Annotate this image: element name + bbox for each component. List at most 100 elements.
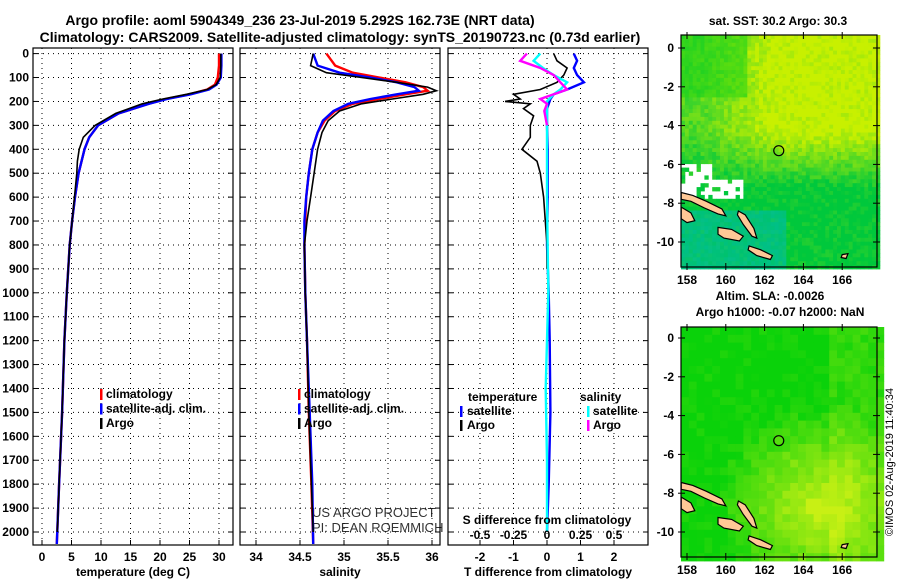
- map-cell: [739, 93, 744, 98]
- map-cell: [821, 483, 830, 492]
- map-cell: [833, 206, 838, 211]
- map-cell: [723, 167, 729, 172]
- map-cell: [762, 128, 768, 133]
- map-cell: [782, 253, 787, 258]
- map-cell: [790, 230, 795, 235]
- map-cell: [790, 128, 795, 133]
- map-cell: [786, 124, 791, 129]
- map-cell: [759, 46, 764, 51]
- map-cell: [735, 241, 740, 246]
- map-cell: [864, 171, 869, 176]
- map-cell: [739, 35, 744, 40]
- map-cell: [809, 206, 814, 211]
- map-cell: [868, 444, 877, 453]
- map-cell: [864, 113, 869, 118]
- map-cell: [833, 101, 838, 106]
- map-cell: [805, 148, 811, 153]
- map-cell: [684, 120, 690, 126]
- map-cell: [696, 89, 701, 94]
- map-cell: [868, 202, 873, 207]
- map-cell: [762, 194, 768, 200]
- x-axis-label: salinity: [319, 565, 361, 579]
- map-cell: [770, 54, 775, 59]
- map-cell: [770, 148, 775, 153]
- map-cell: [821, 155, 826, 161]
- map-cell: [688, 230, 694, 235]
- map-cell: [813, 93, 818, 98]
- map-cell: [766, 159, 772, 165]
- map-cell: [813, 155, 818, 161]
- x-tick-label: 30: [212, 550, 226, 564]
- map-cell: [759, 218, 764, 223]
- map-cell: [856, 191, 861, 196]
- map-cell: [840, 74, 846, 79]
- map-cell: [813, 249, 818, 254]
- map-cell: [708, 54, 713, 59]
- map-cell: [790, 529, 799, 538]
- map-cell: [856, 81, 861, 87]
- map-cell: [720, 222, 725, 227]
- lon-tick-label: 166: [832, 563, 852, 577]
- map-cell: [805, 35, 811, 40]
- map-cell: [876, 202, 881, 207]
- map-cell: [813, 490, 822, 499]
- map-cell: [751, 514, 760, 523]
- map-cell: [825, 237, 830, 243]
- map-cell: [700, 113, 705, 118]
- map-cell: [809, 175, 814, 180]
- map-cell: [696, 412, 705, 421]
- map-cell: [794, 35, 799, 40]
- map-cell: [790, 105, 795, 110]
- map-cell: [681, 42, 686, 48]
- map-cell: [848, 140, 853, 145]
- map-cell: [681, 54, 686, 59]
- map-cell: [805, 218, 811, 223]
- map-cell: [755, 148, 760, 153]
- map-cell: [716, 241, 721, 246]
- map-cell: [723, 218, 729, 223]
- map-cell: [766, 93, 772, 98]
- map-cell: [681, 451, 690, 460]
- map-cell: [747, 109, 752, 114]
- map-cell: [720, 412, 729, 421]
- map-cell: [739, 105, 744, 110]
- map-cell: [708, 50, 713, 55]
- map-cell: [778, 50, 783, 55]
- map-cell: [829, 128, 834, 133]
- map-cell: [876, 163, 881, 168]
- map-cell: [720, 159, 725, 165]
- map-cell: [681, 167, 686, 172]
- map-cell: [735, 97, 740, 102]
- map-cell: [821, 77, 826, 83]
- map-cell: [712, 529, 721, 538]
- map-cell: [696, 58, 701, 63]
- map-cell: [751, 261, 756, 266]
- map-cell: [782, 109, 787, 114]
- map-cell: [696, 350, 705, 359]
- map-cell: [856, 214, 861, 219]
- map-cell: [782, 132, 787, 137]
- map-cell: [868, 389, 877, 398]
- map-cell: [766, 210, 772, 215]
- map-cell: [739, 171, 744, 176]
- map-cell: [868, 140, 873, 145]
- map-cell: [782, 405, 791, 414]
- map-cell: [860, 167, 865, 172]
- map-cell: [727, 257, 733, 262]
- map-cell: [829, 144, 834, 149]
- map-cell: [837, 257, 842, 262]
- map-cell: [798, 373, 807, 382]
- map-cell: [782, 210, 787, 215]
- map-cell: [759, 93, 764, 98]
- map-cell: [770, 140, 775, 145]
- map-cell: [704, 46, 709, 51]
- map-cell: [856, 85, 861, 90]
- map-cell: [794, 132, 799, 137]
- map-cell: [829, 366, 838, 375]
- map-cell: [755, 54, 760, 59]
- map-cell: [809, 74, 814, 79]
- map-cell: [723, 241, 729, 246]
- map-cell: [837, 101, 842, 106]
- map-cell: [712, 245, 717, 250]
- map-cell: [852, 38, 857, 44]
